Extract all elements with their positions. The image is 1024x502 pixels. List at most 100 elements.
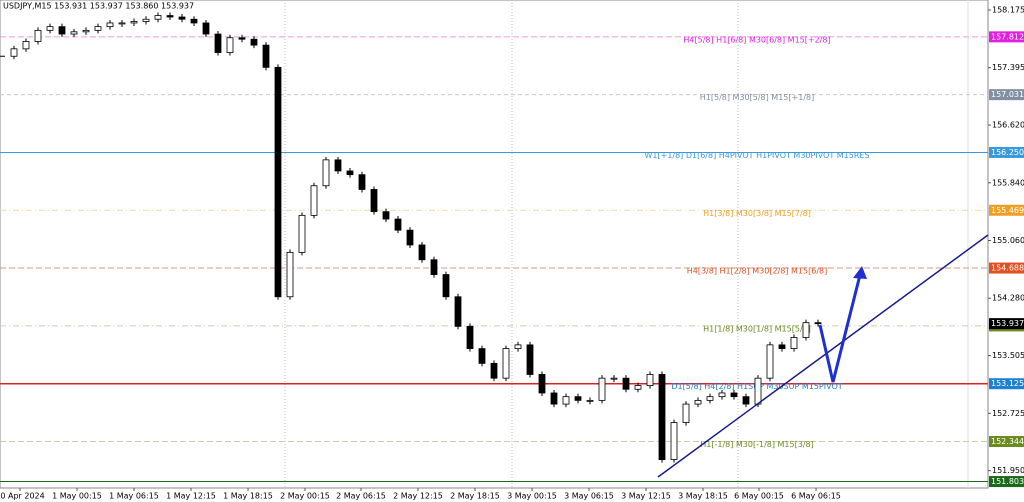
candle (334, 159, 342, 172)
candle (178, 16, 186, 20)
candle (550, 392, 558, 405)
candles (0, 12, 822, 463)
level-text: H1[1/8] M30[1/8] M15[5/8] (703, 324, 811, 333)
candle (70, 31, 78, 35)
price-tag (989, 89, 1024, 101)
candle (610, 377, 618, 380)
x-tick-label: 3 May 12:15 (621, 492, 671, 501)
price-tag-label: 151.803 (991, 477, 1024, 486)
candle (430, 259, 438, 275)
x-tick-label: 2 May 06:15 (336, 492, 386, 501)
axes: 158.175 157.395 156.620 155.840 155.060 154.2… (0, 5, 1024, 501)
candle (682, 403, 690, 423)
candle (238, 37, 246, 40)
level-text: H1[5/8] M30[5/8] M15[+1/8] (700, 93, 814, 102)
level-text: W1[+1/8] D1[6/8] H4PIVOT H1PIVOT M30PIVO… (644, 151, 869, 160)
x-tick-label: 2 May 18:15 (450, 492, 500, 501)
candle (490, 362, 498, 379)
candle (202, 22, 210, 35)
candle (502, 348, 510, 379)
current-price-tag (989, 318, 1024, 330)
y-tick-label: 158.175 (992, 5, 1024, 14)
candle (742, 396, 750, 405)
candle (802, 322, 810, 338)
y-tick-label: 152.725 (992, 409, 1024, 418)
x-tick-label: 3 May 00:15 (507, 492, 557, 501)
candle (526, 344, 534, 375)
x-tick-label: 1 May 00:15 (52, 492, 102, 501)
y-tick-label: 156.620 (992, 121, 1024, 130)
x-tick-label: 2 May 12:15 (393, 492, 443, 501)
candle (154, 15, 162, 20)
y-tick-label: 153.505 (992, 351, 1024, 360)
candle (670, 422, 678, 460)
forecast-arrow (818, 274, 862, 383)
price-tag-label: 152.344 (991, 437, 1024, 446)
candle (442, 274, 450, 298)
candle (10, 48, 18, 57)
chart-title: USDJPY,M15 153.931 153.937 153.860 153.9… (3, 2, 194, 11)
candle (94, 26, 102, 31)
candle (46, 26, 54, 31)
candle (118, 22, 126, 25)
current-price-label: 153.937 (991, 319, 1024, 328)
x-tick-label: 2 May 00:15 (280, 492, 330, 501)
candle (226, 37, 234, 53)
candle (814, 322, 822, 325)
price-tag-label: 153.125 (991, 379, 1024, 388)
price-tag (989, 146, 1024, 158)
candle (106, 22, 114, 28)
candle (574, 396, 582, 401)
candle (538, 374, 546, 394)
candle (586, 399, 594, 402)
price-tag (989, 31, 1024, 43)
candle (406, 229, 414, 246)
candle (778, 344, 786, 349)
x-tick-label: 1 May 12:15 (166, 492, 216, 501)
arrow-head (853, 266, 867, 279)
candle (718, 392, 726, 398)
candle (262, 44, 270, 68)
x-tick-label: 3 May 06:15 (564, 492, 614, 501)
candle (622, 377, 630, 390)
candle (322, 159, 330, 187)
x-tick-label: 1 May 18:15 (223, 492, 273, 501)
candle (358, 174, 366, 190)
candle (466, 325, 474, 349)
candle (730, 392, 738, 398)
x-tick-label: 30 Apr 2024 (0, 492, 45, 501)
level-text: H4[3/8] H1[2/8] M30[2/8] M15[6/8] (687, 267, 827, 276)
candle (658, 374, 666, 460)
candle (454, 296, 462, 327)
y-tick-label: 155.060 (992, 236, 1024, 245)
candle (418, 244, 426, 261)
y-tick-label: 154.280 (992, 294, 1024, 303)
price-tag-label: 156.250 (991, 148, 1024, 157)
price-tag (989, 204, 1024, 216)
candle (34, 29, 42, 42)
price-tag (989, 476, 1024, 488)
candle (190, 18, 198, 24)
candle (274, 66, 282, 298)
candle (346, 170, 354, 176)
y-tick-label: 151.950 (992, 466, 1024, 475)
candle (562, 396, 570, 405)
candle (478, 348, 486, 364)
levels: H4[5/8] H1[6/8] M30[6/8] M15[+2/8] H1[5/8… (0, 35, 988, 483)
candle (250, 38, 258, 46)
candle (598, 377, 606, 401)
candle (142, 18, 150, 22)
y-tick-label: 155.840 (992, 178, 1024, 187)
level-text: H1[-1/8] M30[-1/8] M15[3/8] (700, 440, 813, 449)
candle (130, 21, 138, 24)
trendline (657, 234, 989, 478)
level-text: H1[3/8] M30[3/8] M15[7/8] (703, 209, 811, 218)
price-tag-label: 154.688 (991, 264, 1024, 273)
candle (298, 214, 306, 253)
candle (766, 344, 774, 379)
candle (514, 344, 522, 349)
candle (634, 385, 642, 390)
candle (394, 218, 402, 231)
